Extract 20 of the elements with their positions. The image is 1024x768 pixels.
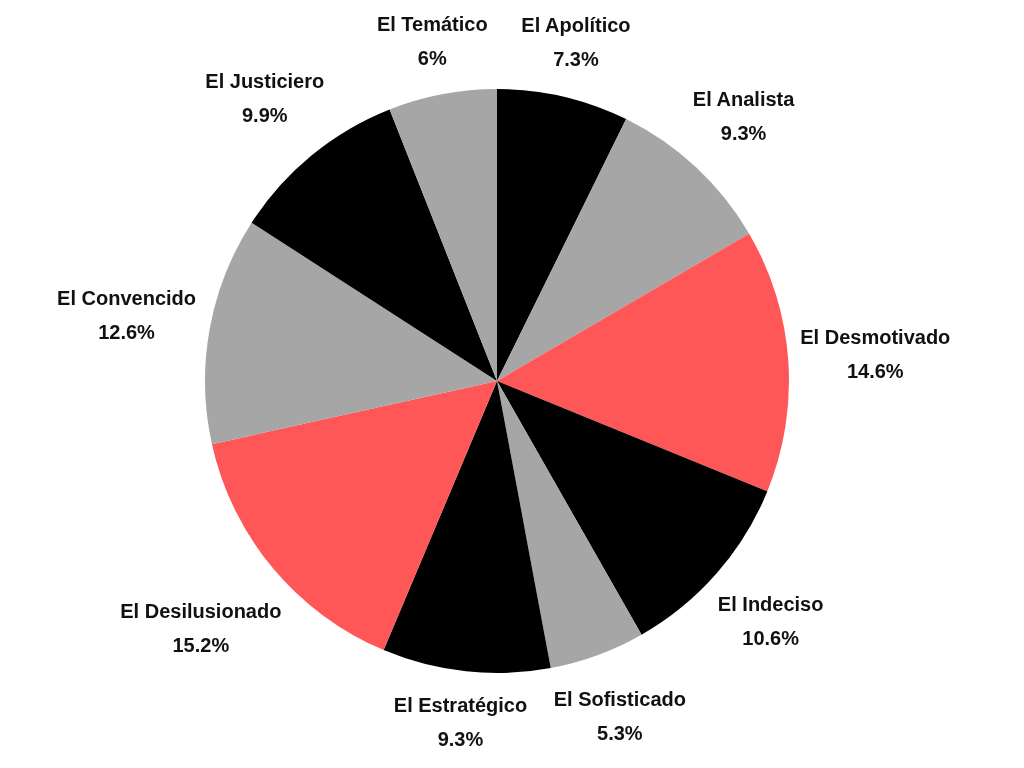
slice-label: El Sofisticado: [553, 687, 686, 710]
data-label: 5.3%: [597, 721, 643, 744]
data-label: 6%: [417, 47, 447, 70]
data-label: 10.6%: [742, 627, 800, 650]
slice-label: El Analista: [692, 88, 796, 111]
slice-label: El Desilusionado: [120, 600, 282, 623]
data-label: 9.9%: [241, 104, 288, 127]
slice-label: El Desmotivado: [800, 326, 951, 349]
data-label: 12.6%: [98, 320, 156, 343]
data-label: 15.2%: [172, 634, 230, 657]
slice-label: El Temático: [376, 13, 488, 36]
slice-label: El Indeciso: [717, 593, 824, 616]
data-label: 9.3%: [437, 727, 484, 750]
slice-label: El Estratégico: [393, 693, 528, 716]
slice-label: El Convencido: [57, 286, 196, 309]
slice-label: El Apolítico: [521, 14, 631, 37]
slice-label: El Justiciero: [205, 70, 325, 93]
data-label: 14.6%: [846, 360, 904, 383]
data-label: 9.3%: [720, 122, 767, 145]
data-label: 7.3%: [553, 48, 599, 71]
